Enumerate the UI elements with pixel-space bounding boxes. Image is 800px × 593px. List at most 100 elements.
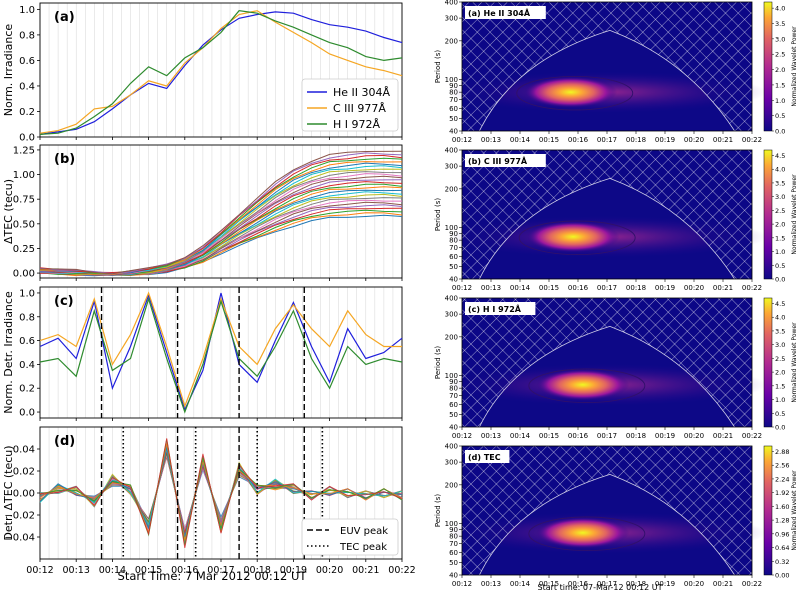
x-tick-label: 00:15 — [135, 565, 162, 576]
colorbar-tick-label: 0.0 — [775, 128, 785, 136]
legend-label: C III 977Å — [333, 102, 386, 115]
colorbar-label: Normalized Wavelet Power — [791, 26, 798, 107]
x-tick-label: 00:19 — [655, 580, 675, 588]
colorbar-tick-label: 4.0 — [775, 5, 785, 13]
y-tick-label: 200 — [445, 37, 458, 45]
ensemble-line — [39, 197, 403, 276]
x-tick-label: 00:12 — [452, 580, 472, 588]
x-tick-label: 00:15 — [539, 432, 559, 440]
x-tick-label: 00:21 — [713, 432, 733, 440]
y-tick-label: 0.4 — [19, 81, 35, 92]
legend-label: EUV peak — [340, 526, 388, 537]
x-tick-label: 00:21 — [713, 284, 733, 292]
panel-label: (b) — [54, 152, 75, 167]
x-tick-label: 00:15 — [539, 580, 559, 588]
cone-of-influence-hatch — [462, 2, 752, 131]
x-tick-label: 00:13 — [481, 136, 501, 144]
y-tick-label: 80 — [449, 533, 458, 541]
power-peak — [524, 76, 618, 108]
x-tick-label: 00:18 — [626, 284, 646, 292]
x-tick-label: 00:18 — [244, 565, 271, 576]
y-axis-label: Norm. Detr. Irradiance — [2, 291, 15, 414]
y-tick-label: 0.6 — [19, 56, 35, 67]
x-tick-label: 00:12 — [452, 432, 472, 440]
panel-1: 0.0 0.2 0.4 0.6 0.8 1.0 Norm. Irradiance (a) He … — [2, 2, 403, 144]
x-tick-label: 00:13 — [481, 580, 501, 588]
x-tick-label: 00:14 — [510, 432, 531, 440]
colorbar-tick-label: 4.5 — [775, 300, 785, 308]
y-axis-label: ΔTEC (tecu) — [2, 179, 15, 244]
colorbar-tick-label: 4.5 — [775, 152, 785, 160]
colorbar-tick-label: 1.5 — [775, 382, 785, 390]
colorbar-tick-label: 1.0 — [775, 396, 785, 404]
y-tick-label: 40 — [449, 276, 458, 284]
x-tick-label: 00:20 — [684, 284, 704, 292]
colorbar — [763, 297, 773, 428]
spectrum-title: (a) He II 304Å — [468, 8, 531, 18]
panel-2: 0.00 0.25 0.50 0.75 1.00 1.25 ΔTEC (tecu) (b) — [2, 144, 403, 281]
colorbar-tick-label: 2.5 — [775, 51, 785, 59]
spectrum-title: (c) H I 972Å — [468, 304, 522, 314]
x-tick-label: 00:14 — [510, 284, 531, 292]
colorbar-tick-label: 0.96 — [775, 530, 789, 538]
y-tick-label: 1.25 — [13, 145, 35, 156]
y-axis-label: Period (s) — [434, 198, 442, 231]
x-tick-label: 00:14 — [99, 565, 126, 576]
y-tick-label: 100 — [445, 224, 458, 232]
cone-of-influence-edge — [479, 29, 735, 132]
cone-of-influence-hatch — [462, 150, 752, 279]
colorbar-tick-label: 0.5 — [775, 112, 785, 120]
y-tick-label: 90 — [449, 82, 458, 90]
y-tick-label: 200 — [445, 333, 458, 341]
title-box — [465, 302, 536, 315]
colorbar-label: Normalized Wavelet Power — [791, 470, 798, 551]
colorbar-label: Normalized Wavelet Power — [791, 174, 798, 255]
y-tick-label: 70 — [449, 96, 458, 104]
y-tick-label: 50 — [449, 115, 458, 123]
y-tick-label: 300 — [445, 311, 458, 319]
y-tick-label: 40 — [449, 424, 458, 432]
colorbar-tick-label: 3.5 — [775, 179, 785, 187]
title-box — [465, 154, 546, 167]
x-tick-label: 00:20 — [316, 565, 343, 576]
y-tick-label: 0.00 — [13, 269, 35, 280]
x-tick-label: 00:13 — [481, 432, 501, 440]
series-line — [39, 10, 403, 135]
colorbar — [763, 445, 773, 576]
x-tick-label: 00:13 — [481, 284, 501, 292]
y-tick-label: 60 — [449, 253, 458, 261]
y-tick-label: 100 — [445, 520, 458, 528]
x-tick-label: 00:16 — [568, 432, 589, 440]
x-tick-label: 00:20 — [684, 136, 704, 144]
cone-of-influence-edge — [479, 177, 735, 280]
y-tick-label: −0.04 — [4, 533, 35, 544]
y-tick-label: 100 — [445, 372, 458, 380]
colorbar-tick-label: 2.0 — [775, 66, 785, 74]
y-tick-label: 50 — [449, 263, 458, 271]
x-tick-label: 00:19 — [655, 284, 675, 292]
x-tick-label: 00:22 — [742, 580, 762, 588]
significance-contour — [528, 516, 646, 551]
y-tick-label: 60 — [449, 549, 458, 557]
y-tick-label: 0.8 — [19, 312, 35, 323]
legend: He II 304Å C III 977Å H I 972Å — [301, 78, 399, 132]
y-tick-label: 0.6 — [19, 336, 35, 347]
y-tick-label: 0.00 — [13, 489, 35, 500]
y-tick-label: 400 — [445, 295, 458, 303]
y-tick-label: 70 — [449, 540, 458, 548]
colorbar-tick-label: 2.5 — [775, 207, 785, 215]
spectrum-title: (d) TEC — [468, 453, 501, 462]
y-tick-label: 90 — [449, 526, 458, 534]
y-tick-label: 50 — [449, 559, 458, 567]
series-line — [39, 11, 403, 135]
x-tick-label: 00:15 — [539, 136, 559, 144]
title-box — [465, 6, 546, 19]
power-peak — [536, 369, 630, 401]
y-tick-label: 0.75 — [13, 195, 35, 206]
x-tick-label: 00:16 — [568, 284, 589, 292]
y-tick-label: 0.2 — [19, 107, 35, 118]
x-tick-label: 00:15 — [539, 284, 559, 292]
colorbar-tick-label: 0.32 — [775, 558, 789, 566]
